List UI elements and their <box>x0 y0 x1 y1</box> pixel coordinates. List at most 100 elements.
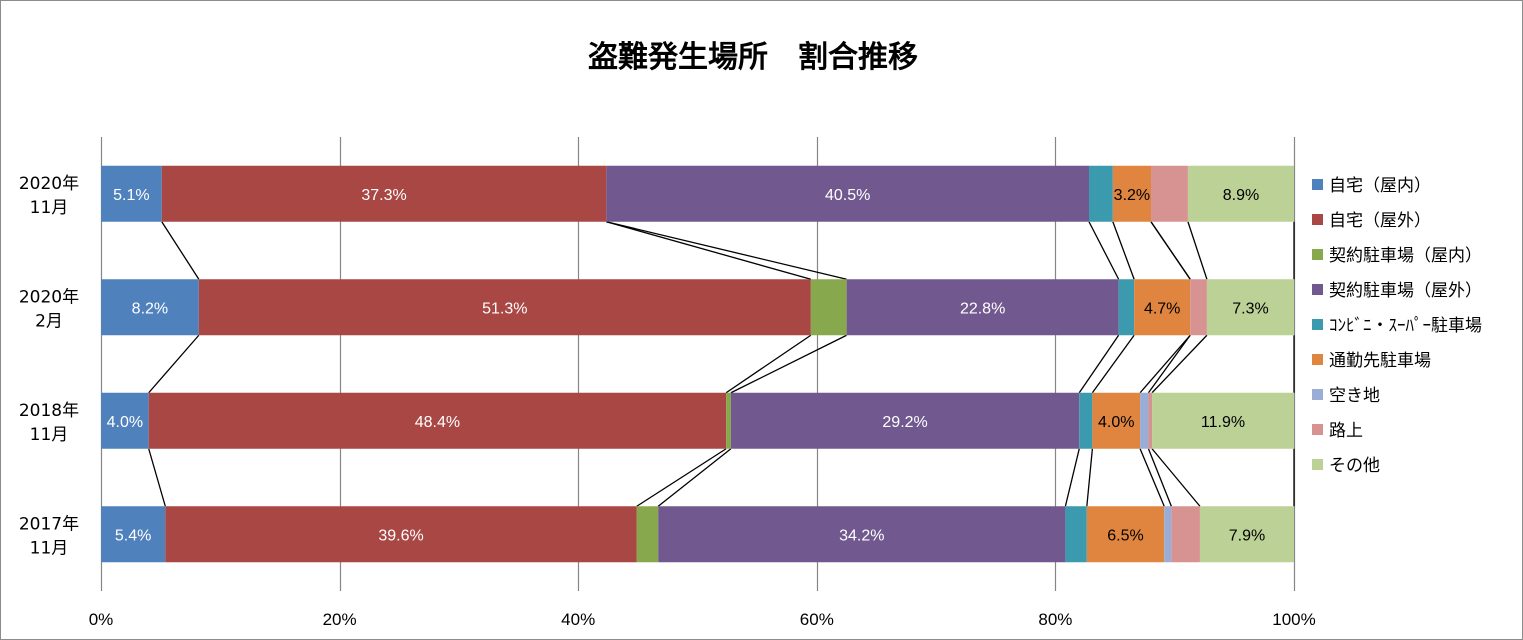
legend-entry: ｺﾝﾋﾞﾆ・ｽｰﾊﾟｰ駐車場 <box>1329 316 1482 336</box>
bar-segment <box>1089 165 1113 222</box>
series-line <box>1150 221 1191 280</box>
bar-segment <box>1092 392 1141 449</box>
category-label: 2020年 <box>19 174 79 194</box>
bar-segment <box>1164 506 1172 563</box>
x-tick-label: 40% <box>561 610 595 629</box>
legend-entry: 契約駐車場（屋内） <box>1329 246 1482 266</box>
category-label: 2018年 <box>19 401 79 421</box>
x-tick-label: 100% <box>1272 610 1315 629</box>
bar-segment <box>658 506 1066 563</box>
series-line <box>1147 334 1191 394</box>
data-label: 8.9% <box>1223 187 1259 204</box>
data-label: 22.8% <box>960 300 1005 317</box>
legend-swatch <box>1312 179 1323 190</box>
x-axis-ticks: 0% 20% 40% 60% 80% 100% <box>89 610 1316 629</box>
data-label: 4.0% <box>107 414 143 431</box>
bar-segment <box>846 279 1119 336</box>
category-label: 2020年 <box>19 287 79 307</box>
legend-swatch <box>1312 284 1323 295</box>
legend-swatch <box>1312 249 1323 260</box>
bar-segment <box>1148 392 1153 449</box>
series-line <box>606 221 847 280</box>
legend-entry: 自宅（屋内） <box>1329 176 1431 196</box>
series-line <box>1151 448 1201 507</box>
data-label: 7.3% <box>1232 300 1268 317</box>
series-line <box>1086 448 1094 507</box>
x-tick-label: 80% <box>1038 610 1072 629</box>
data-labels: 5.1% 37.3% 40.5% 3.2% 8.9% 8.2% 51.3% 22.8% 4.7%… <box>107 187 1269 545</box>
bar-segment <box>1065 506 1087 563</box>
series-line <box>1139 448 1165 507</box>
x-tick-label: 20% <box>323 610 357 629</box>
bar-segment <box>165 506 637 563</box>
series-line <box>1091 334 1135 394</box>
series-line <box>657 448 732 507</box>
bar-segment <box>1112 165 1151 222</box>
bar-segment <box>101 506 166 563</box>
series-line <box>1139 334 1191 394</box>
legend-swatch <box>1312 354 1323 365</box>
bar-segment <box>810 279 847 336</box>
bar-segment <box>101 279 199 336</box>
data-label: 6.5% <box>1107 527 1143 544</box>
series-line <box>1151 334 1208 394</box>
category-label: 11月 <box>30 538 69 558</box>
bar-segment <box>198 279 811 336</box>
bar-segment <box>1086 506 1165 563</box>
data-label: 5.1% <box>113 187 149 204</box>
data-label: 8.2% <box>132 300 168 317</box>
series-line <box>161 221 200 280</box>
series-line <box>1064 448 1080 507</box>
bar-segment <box>1152 392 1294 449</box>
category-label: 11月 <box>30 198 69 218</box>
data-label: 7.9% <box>1229 527 1265 544</box>
legend-swatch <box>1312 319 1323 330</box>
bar-segment <box>606 165 1090 222</box>
data-label: 37.3% <box>361 187 406 204</box>
category-label: 11月 <box>30 425 69 445</box>
series-line <box>1112 221 1135 280</box>
series-line <box>148 448 166 507</box>
data-label: 11.9% <box>1201 414 1245 431</box>
x-tick-label: 0% <box>89 610 114 629</box>
data-label: 4.0% <box>1098 414 1134 431</box>
legend-entry: 路上 <box>1329 421 1363 441</box>
series-line <box>636 448 727 507</box>
series-line <box>725 334 812 394</box>
category-label: 2017年 <box>19 514 79 534</box>
bar-segment <box>730 392 1080 449</box>
legend-swatch <box>1312 459 1323 470</box>
x-tick-label: 60% <box>800 610 834 629</box>
bar-segment <box>1171 506 1200 563</box>
data-label: 39.6% <box>378 527 423 544</box>
series-line <box>148 334 200 394</box>
bar-segment <box>1118 279 1135 336</box>
bar-segment <box>101 392 149 449</box>
series-line <box>1078 334 1120 394</box>
data-label: 34.2% <box>839 527 884 544</box>
data-label: 29.2% <box>882 414 927 431</box>
series-line <box>606 221 812 280</box>
legend-entry: 契約駐車場（屋外） <box>1329 281 1482 301</box>
data-label: 3.2% <box>1114 187 1150 204</box>
chart-title: 盗難発生場所 割合推移 <box>588 40 918 75</box>
series-line <box>730 334 847 394</box>
bar-segment <box>1140 392 1149 449</box>
data-label: 5.4% <box>115 527 151 544</box>
series-line <box>1088 221 1120 280</box>
data-label: 51.3% <box>482 300 527 317</box>
legend-swatch <box>1312 389 1323 400</box>
data-label: 40.5% <box>825 187 870 204</box>
bar-segment <box>148 392 727 449</box>
bar-segment <box>726 392 731 449</box>
legend-entry: 空き地 <box>1329 386 1380 406</box>
bar-segment <box>1134 279 1191 336</box>
bar-segment <box>1150 165 1188 222</box>
category-labels: 2020年 11月 2020年 2月 2018年 11月 2017年 11月 <box>19 174 79 559</box>
legend: 自宅（屋内） 自宅（屋外） 契約駐車場（屋内） 契約駐車場（屋外） ｺﾝﾋﾞﾆ・ｽｰﾊﾟ… <box>1312 176 1482 476</box>
bar-segment <box>161 165 607 222</box>
legend-swatch <box>1312 424 1323 435</box>
series-line <box>1147 448 1172 507</box>
bars <box>101 165 1294 563</box>
bar-segment <box>1079 392 1093 449</box>
